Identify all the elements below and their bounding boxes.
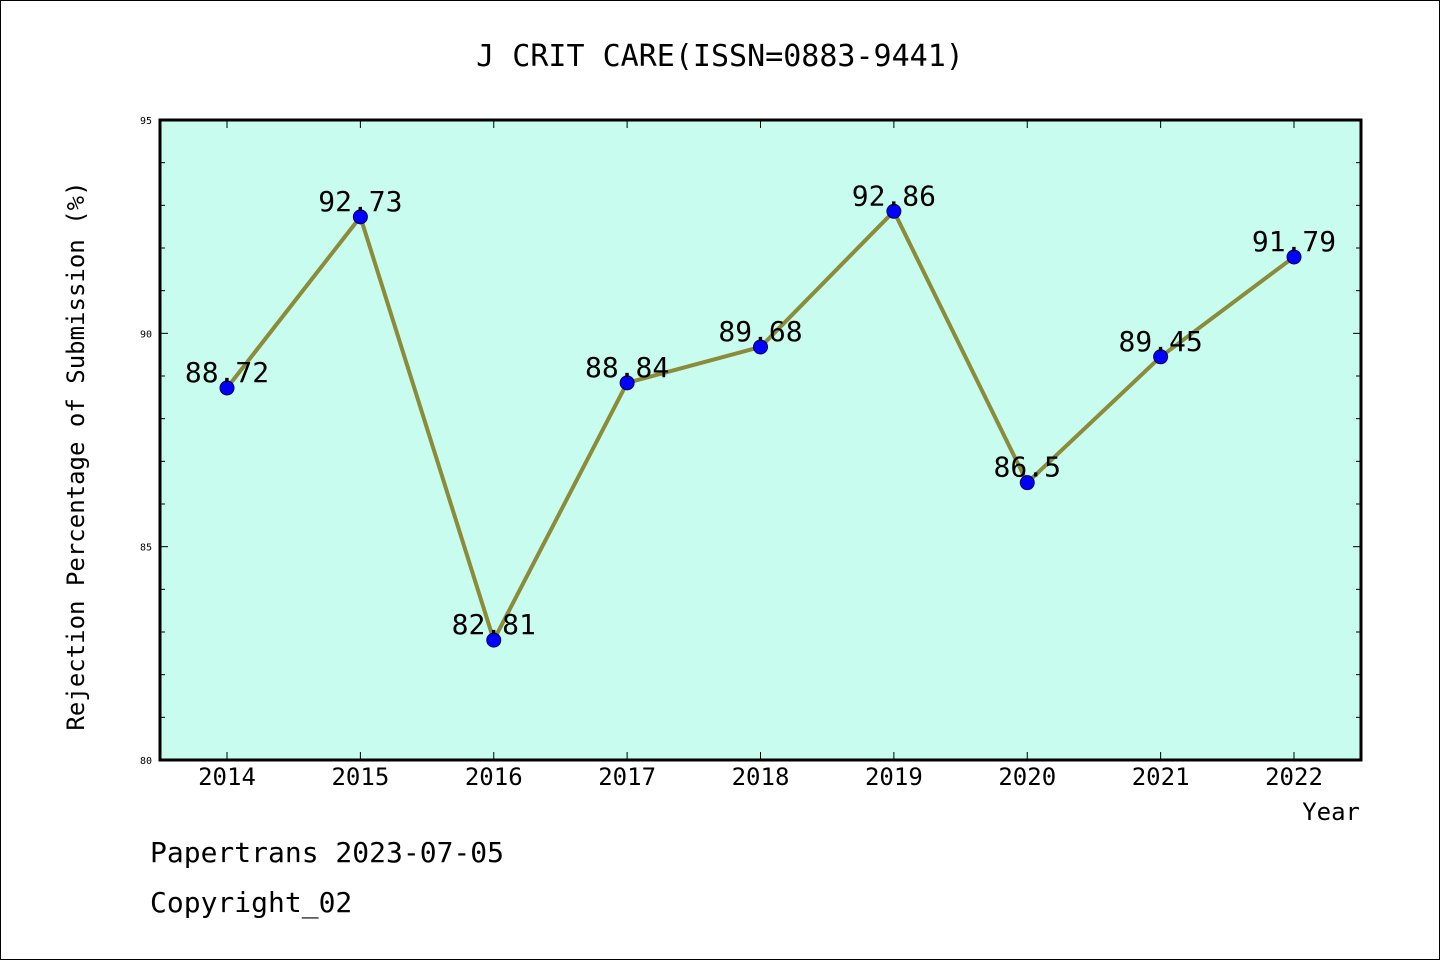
data-label: 86.5 (994, 451, 1061, 484)
footer-copyright: Copyright_02 (150, 886, 353, 919)
y-tick-label: 80 (140, 756, 152, 767)
series-group: 88.72 92.73 82.81 88.84 89.68 92.86 86.5 89.45 9… (185, 179, 1336, 648)
x-axis-label: Year (1302, 798, 1360, 826)
x-tick-label: 2018 (732, 763, 790, 791)
chart-title: J CRIT CARE(ISSN=0883-9441) (476, 39, 964, 74)
x-tick-label: 2021 (1132, 763, 1190, 791)
plot-area (160, 120, 1361, 760)
x-tick-label: 2014 (198, 763, 256, 791)
data-point (1286, 249, 1302, 265)
data-point (1153, 349, 1169, 365)
x-tick-label: 2016 (465, 763, 523, 791)
x-tick-label: 2017 (598, 763, 656, 791)
data-label: 82.81 (452, 608, 536, 641)
x-tick-label: 2022 (1265, 763, 1323, 791)
data-label: 89.45 (1118, 325, 1202, 358)
x-tick-label: 2020 (998, 763, 1056, 791)
x-tick-label: 2019 (865, 763, 923, 791)
data-label: 92.86 (852, 179, 936, 212)
data-point (352, 209, 368, 225)
data-point (219, 380, 235, 396)
data-point (619, 375, 635, 391)
data-label: 92.73 (318, 185, 402, 218)
data-label: 88.72 (185, 356, 269, 389)
y-axis-label: Rejection Percentage of Submission (%) (62, 181, 90, 730)
y-tick-label: 85 (140, 543, 152, 554)
data-point (1019, 475, 1035, 491)
x-tick-label: 2015 (331, 763, 389, 791)
data-label: 91.79 (1252, 225, 1336, 258)
footer-credit: Papertrans 2023-07-05 (150, 836, 505, 869)
data-label: 88.84 (585, 351, 669, 384)
plot-border (158, 118, 1363, 762)
axis-labels: 80 85 90 95 2014 2015 2016 2017 2018 2019 2020 2021… (140, 116, 1323, 791)
y-tick-label: 90 (140, 329, 152, 340)
data-point (886, 203, 902, 219)
data-point (486, 632, 502, 648)
data-label: 89.68 (718, 315, 802, 348)
data-point (753, 339, 768, 355)
y-tick-label: 95 (140, 116, 152, 127)
